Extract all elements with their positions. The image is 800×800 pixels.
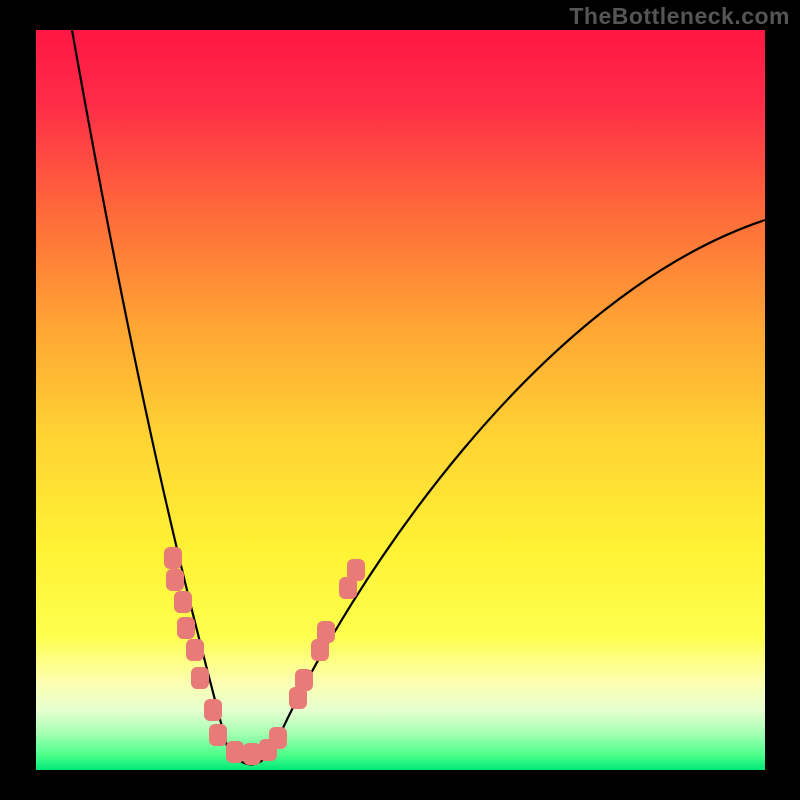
watermark-text: TheBottleneck.com [569, 3, 790, 30]
data-marker [191, 667, 209, 689]
data-marker [347, 559, 365, 581]
data-marker [186, 639, 204, 661]
data-markers [164, 547, 365, 765]
data-marker [164, 547, 182, 569]
data-marker [226, 741, 244, 763]
data-marker [243, 743, 261, 765]
data-marker [204, 699, 222, 721]
data-marker [166, 569, 184, 591]
data-marker [177, 617, 195, 639]
data-marker [317, 621, 335, 643]
bottleneck-curve [72, 30, 765, 764]
chart-frame: TheBottleneck.com [0, 0, 800, 800]
data-marker [174, 591, 192, 613]
data-marker [209, 724, 227, 746]
bottleneck-curve-plot [0, 0, 800, 800]
data-marker [295, 669, 313, 691]
data-marker [269, 727, 287, 749]
